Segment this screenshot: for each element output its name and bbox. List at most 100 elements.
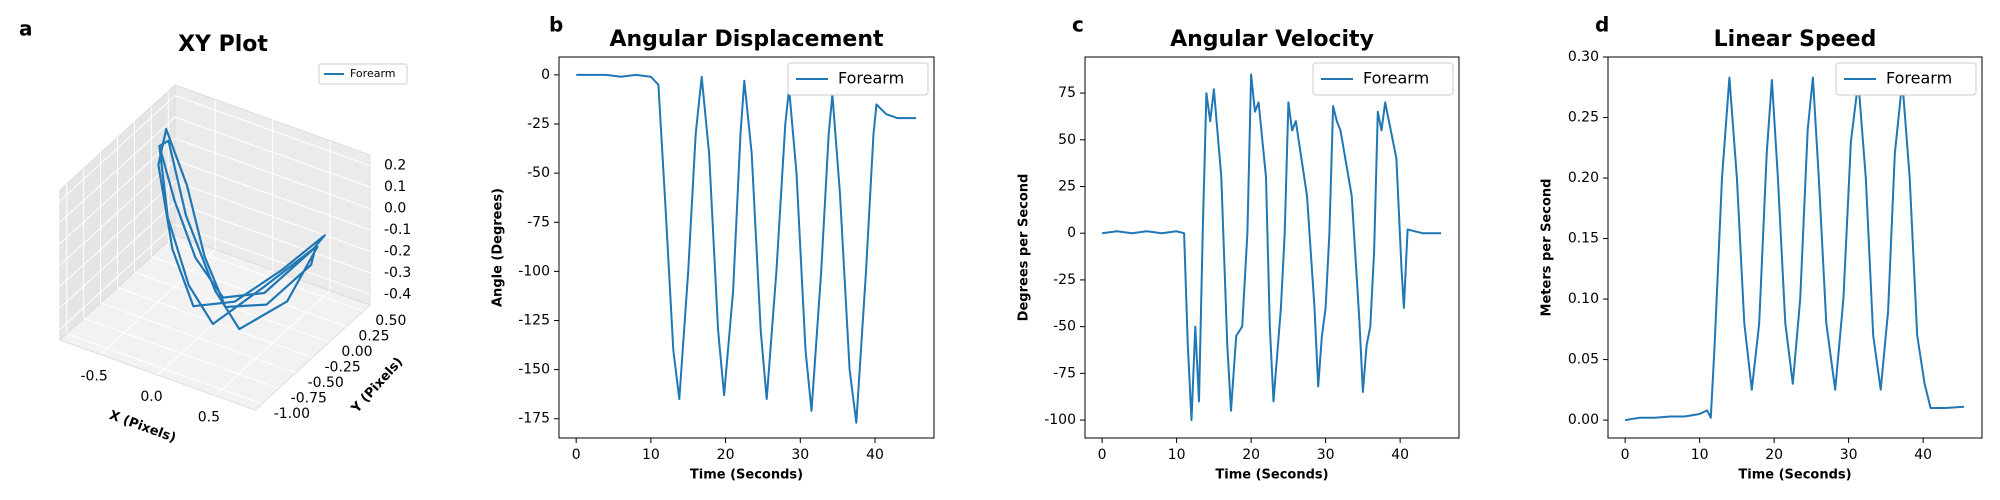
legend-box	[1312, 62, 1454, 96]
y-tick-label: 0.50	[375, 313, 406, 329]
plot-frame	[1607, 56, 1983, 439]
grid-line	[59, 159, 176, 266]
grid-line	[59, 202, 176, 309]
legend-label: Forearm	[1886, 69, 1952, 88]
y-tick-label: -0.25	[325, 360, 361, 376]
legend-label: Forearm	[1363, 69, 1429, 88]
z-tick-label: -0.3	[384, 265, 411, 281]
grid-line	[174, 116, 371, 188]
y-tick-label: 0.20	[1568, 170, 1599, 186]
x-tick-label: 0.5	[198, 410, 220, 426]
grid-line	[174, 180, 371, 252]
y-tick-label: 0.25	[358, 329, 389, 345]
grid-line	[100, 302, 296, 374]
x-tick-label: 20	[1765, 447, 1783, 463]
plot-frame	[558, 56, 935, 439]
x-tick-label: 0	[572, 447, 581, 463]
grid-line	[83, 317, 279, 389]
panel-label: d	[1595, 13, 1609, 37]
x-tick-label: 0.0	[140, 389, 162, 405]
x-tick-label: 10	[642, 447, 660, 463]
x-tick-label: 20	[1242, 447, 1260, 463]
y-tick-label: 0.25	[1568, 110, 1599, 126]
y-tick-label: -0.75	[291, 390, 327, 406]
y-tick-label: -150	[518, 362, 550, 378]
x-tick-label: 30	[1317, 447, 1335, 463]
x-tick-label: 10	[1691, 447, 1709, 463]
chart-title: XY Plot	[178, 32, 268, 57]
y-tick-label: -175	[518, 411, 550, 427]
y-tick-label: 0	[541, 67, 550, 83]
y-axis-label: Meters per Second	[1540, 179, 1555, 317]
x-tick-label: 30	[791, 447, 809, 463]
y-tick-label: 0	[1067, 225, 1076, 241]
z-tick-label: -0.2	[384, 243, 411, 259]
data-line	[576, 73, 917, 424]
y-tick-label: 50	[1058, 132, 1076, 148]
panel-label: b	[549, 13, 563, 37]
x-axis-label: Time (Seconds)	[1215, 468, 1328, 483]
grid-line	[66, 333, 262, 405]
legend-box	[787, 62, 929, 96]
y-tick-label: 0.30	[1568, 49, 1599, 65]
x-axis-label: Time (Seconds)	[690, 468, 803, 483]
y-axis-label: Angle (Degrees)	[491, 188, 506, 307]
y-tick-label: 25	[1058, 178, 1076, 194]
data-line	[157, 128, 326, 331]
data-line	[1101, 73, 1442, 422]
z-tick-label: 0.0	[384, 201, 406, 217]
chart-title: Angular Velocity	[1170, 27, 1374, 52]
grid-line	[59, 223, 176, 330]
y-tick-label: -1.00	[274, 406, 310, 422]
y-tick-label: -50	[527, 165, 550, 181]
x-tick-label: 20	[717, 447, 735, 463]
panel-label: a	[19, 17, 33, 41]
chart-title: Angular Displacement	[609, 27, 883, 52]
plot-frame	[1084, 56, 1460, 439]
grid-line	[174, 202, 371, 274]
y-tick-label: -50	[1053, 319, 1076, 335]
legend-box	[1835, 62, 1977, 96]
grid-line	[59, 181, 176, 287]
y-tick-label: -100	[518, 263, 550, 279]
x-tick-label: 0	[1098, 447, 1107, 463]
grid-line	[59, 116, 176, 223]
x-tick-label: 40	[1391, 447, 1409, 463]
x-tick-label: 10	[1168, 447, 1186, 463]
y-tick-label: 0.00	[341, 344, 372, 360]
y-axis-label: Degrees per Second	[1017, 174, 1032, 322]
y-tick-label: 0.10	[1568, 291, 1599, 307]
grid-line	[174, 159, 371, 231]
z-tick-label: 0.2	[384, 158, 406, 174]
chart-title: Linear Speed	[1714, 27, 1877, 52]
x-tick-label: -0.5	[80, 368, 107, 384]
x-tick-label: 40	[1914, 447, 1932, 463]
x-axis-label: X (Pixels)	[107, 408, 178, 446]
data-line	[1624, 76, 1965, 422]
y-tick-label: -0.50	[308, 375, 344, 391]
x-tick-label: 30	[1840, 447, 1858, 463]
y-tick-label: 0.05	[1568, 352, 1599, 368]
y-tick-label: -25	[527, 116, 550, 132]
z-tick-label: -0.1	[384, 222, 411, 238]
legend-label: Forearm	[350, 67, 396, 80]
y-tick-label: -25	[1053, 272, 1076, 288]
grid-line	[59, 138, 176, 244]
y-tick-label: -75	[1053, 365, 1076, 381]
y-tick-label: 75	[1058, 85, 1076, 101]
grid-line	[174, 223, 371, 295]
z-tick-label: -0.4	[384, 286, 411, 302]
x-tick-label: 40	[866, 447, 884, 463]
y-tick-label: -75	[527, 214, 550, 230]
legend-box	[318, 63, 408, 85]
panel-label: c	[1072, 13, 1084, 37]
grid-line	[59, 95, 176, 202]
y-tick-label: 0.15	[1568, 231, 1599, 247]
grid-line	[174, 95, 371, 167]
x-tick-label: 0	[1621, 447, 1630, 463]
z-tick-label: 0.1	[384, 179, 406, 195]
x-axis-label: Time (Seconds)	[1738, 468, 1851, 483]
y-tick-label: 0.00	[1568, 412, 1599, 428]
